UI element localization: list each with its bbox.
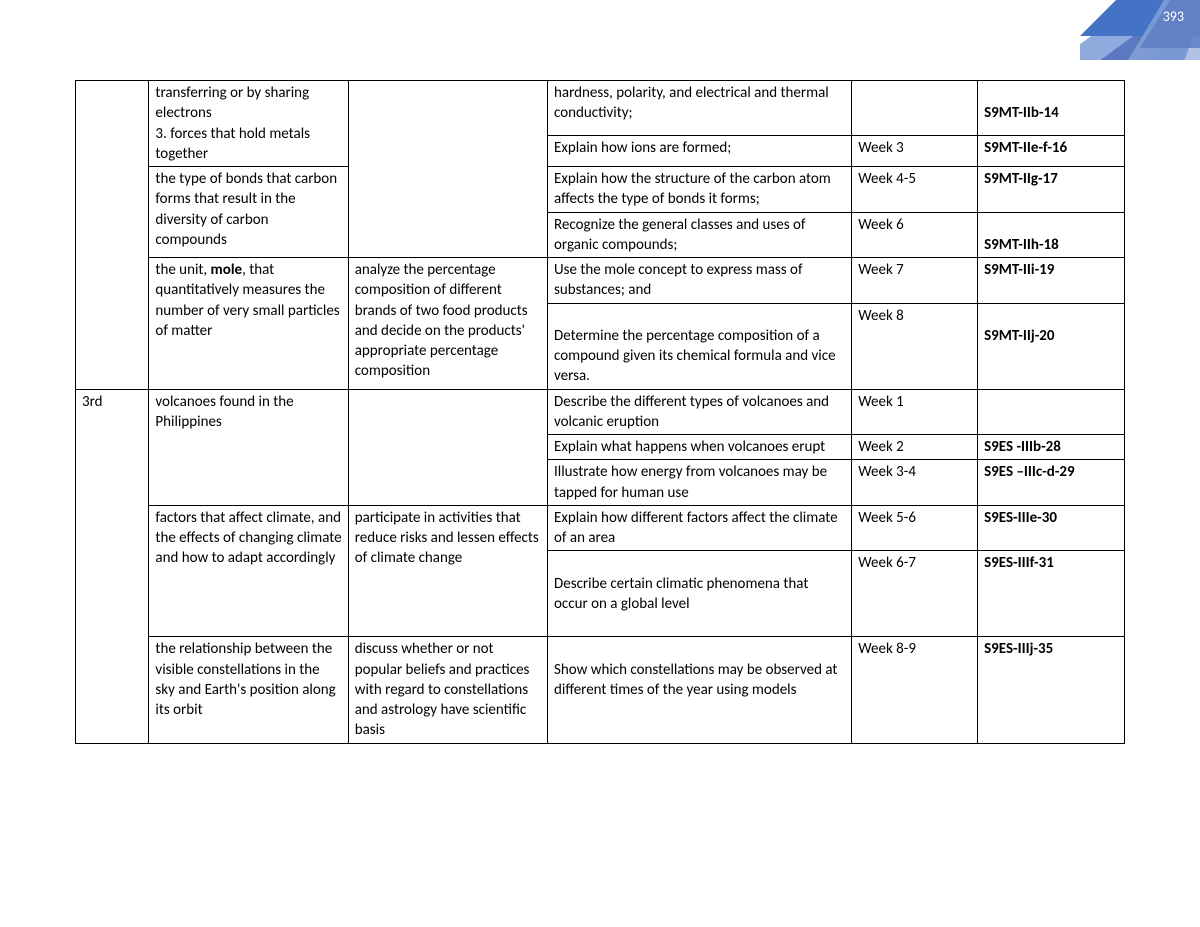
cell-learning-competency: Describe certain climatic phenomena that… — [548, 551, 852, 637]
cell-week: Week 6-7 — [852, 551, 978, 637]
cell-learning-competency: Explain how different factors affect the… — [548, 505, 852, 551]
cell-week: Week 8 — [852, 303, 978, 389]
cell-content-standard: the unit, mole, that quantitatively meas… — [149, 258, 348, 390]
code-text: S9MT-IIj-20 — [984, 327, 1054, 345]
code-text: S9MT-IIi-19 — [984, 261, 1054, 279]
cell-learning-competency: Recognize the general classes and uses o… — [548, 212, 852, 258]
table-row: factors that affect climate, and the eff… — [76, 505, 1125, 551]
cell-content-standard: factors that affect climate, and the eff… — [149, 505, 348, 637]
table-row: the type of bonds that carbon forms that… — [76, 167, 1125, 213]
cell-performance-standard — [348, 389, 547, 505]
cell-code: S9MT-IIg-17 — [978, 167, 1125, 213]
cell-code: S9ES-IIIj-35 — [978, 637, 1125, 743]
cell-week: Week 4-5 — [852, 167, 978, 213]
cell-code: S9ES-IIIe-30 — [978, 505, 1125, 551]
code-text: S9MT-IIe-f-16 — [984, 139, 1067, 157]
cell-performance-standard: participate in activities that reduce ri… — [348, 505, 547, 637]
cell-learning-competency: Use the mole concept to express mass of … — [548, 258, 852, 304]
cell-week: Week 6 — [852, 212, 978, 258]
cell-content-standard: the type of bonds that carbon forms that… — [149, 167, 348, 258]
cell-performance-standard: analyze the percentage composition of di… — [348, 258, 547, 390]
code-text: S9ES-IIIf-31 — [984, 554, 1054, 572]
cell-code: S9ES -IIIb-28 — [978, 435, 1125, 460]
code-text: S9MT-IIg-17 — [984, 170, 1058, 188]
page-corner-decoration: 393 — [1080, 0, 1200, 60]
cell-code: S9MT-IIe-f-16 — [978, 136, 1125, 167]
cell-learning-competency: Explain how the structure of the carbon … — [548, 167, 852, 213]
cell-week — [852, 81, 978, 136]
table-container: transferring or by sharing electrons 3. … — [0, 0, 1200, 784]
cell-learning-competency: Show which constellations may be observe… — [548, 637, 852, 743]
cell-week: Week 5-6 — [852, 505, 978, 551]
cell-content-standard: volcanoes found in the Philippines — [149, 389, 348, 505]
text: transferring or by sharing electrons 3. … — [155, 84, 310, 163]
cell-performance-standard: discuss whether or not popular beliefs a… — [348, 637, 547, 743]
cell-code — [978, 389, 1125, 435]
cell-quarter — [76, 81, 149, 390]
cell-learning-competency: hardness, polarity, and electrical and t… — [548, 81, 852, 136]
code-text: S9ES-IIIj-35 — [984, 640, 1053, 658]
table-row: the relationship between the visible con… — [76, 637, 1125, 743]
cell-code: S9MT-IIj-20 — [978, 303, 1125, 389]
page-number: 393 — [1163, 8, 1184, 25]
cell-week: Week 8-9 — [852, 637, 978, 743]
cell-learning-competency: Determine the percentage composition of … — [548, 303, 852, 389]
text: Describe certain climatic phenomena that… — [554, 575, 808, 613]
cell-quarter: 3rd — [76, 389, 149, 743]
code-text: S9MT-IIb-14 — [984, 104, 1059, 122]
table-row: 3rd volcanoes found in the Philippines D… — [76, 389, 1125, 435]
cell-week: Week 7 — [852, 258, 978, 304]
table-row: transferring or by sharing electrons 3. … — [76, 81, 1125, 136]
cell-learning-competency: Describe the different types of volcanoe… — [548, 389, 852, 435]
code-text: S9ES -IIIb-28 — [984, 438, 1061, 456]
cell-content-standard: the relationship between the visible con… — [149, 637, 348, 743]
cell-code: S9MT-IIi-19 — [978, 258, 1125, 304]
cell-performance-standard — [348, 81, 547, 258]
cell-week: Week 3-4 — [852, 460, 978, 506]
code-text: S9ES –IIIc-d-29 — [984, 463, 1075, 481]
table-row: the unit, mole, that quantitatively meas… — [76, 258, 1125, 304]
cell-week: Week 1 — [852, 389, 978, 435]
curriculum-table: transferring or by sharing electrons 3. … — [75, 80, 1125, 744]
cell-code: S9MT-IIb-14 — [978, 81, 1125, 136]
code-text: S9MT-IIh-18 — [984, 236, 1059, 254]
cell-content-standard: transferring or by sharing electrons 3. … — [149, 81, 348, 167]
cell-code: S9ES-IIIf-31 — [978, 551, 1125, 637]
text: Determine the percentage composition of … — [554, 327, 836, 386]
text: Show which constellations may be observe… — [554, 661, 837, 699]
cell-learning-competency: Explain what happens when volcanoes erup… — [548, 435, 852, 460]
cell-week: Week 3 — [852, 136, 978, 167]
cell-code: S9MT-IIh-18 — [978, 212, 1125, 258]
code-text: S9ES-IIIe-30 — [984, 509, 1057, 527]
cell-week: Week 2 — [852, 435, 978, 460]
cell-learning-competency: Illustrate how energy from volcanoes may… — [548, 460, 852, 506]
cell-learning-competency: Explain how ions are formed; — [548, 136, 852, 167]
cell-code: S9ES –IIIc-d-29 — [978, 460, 1125, 506]
